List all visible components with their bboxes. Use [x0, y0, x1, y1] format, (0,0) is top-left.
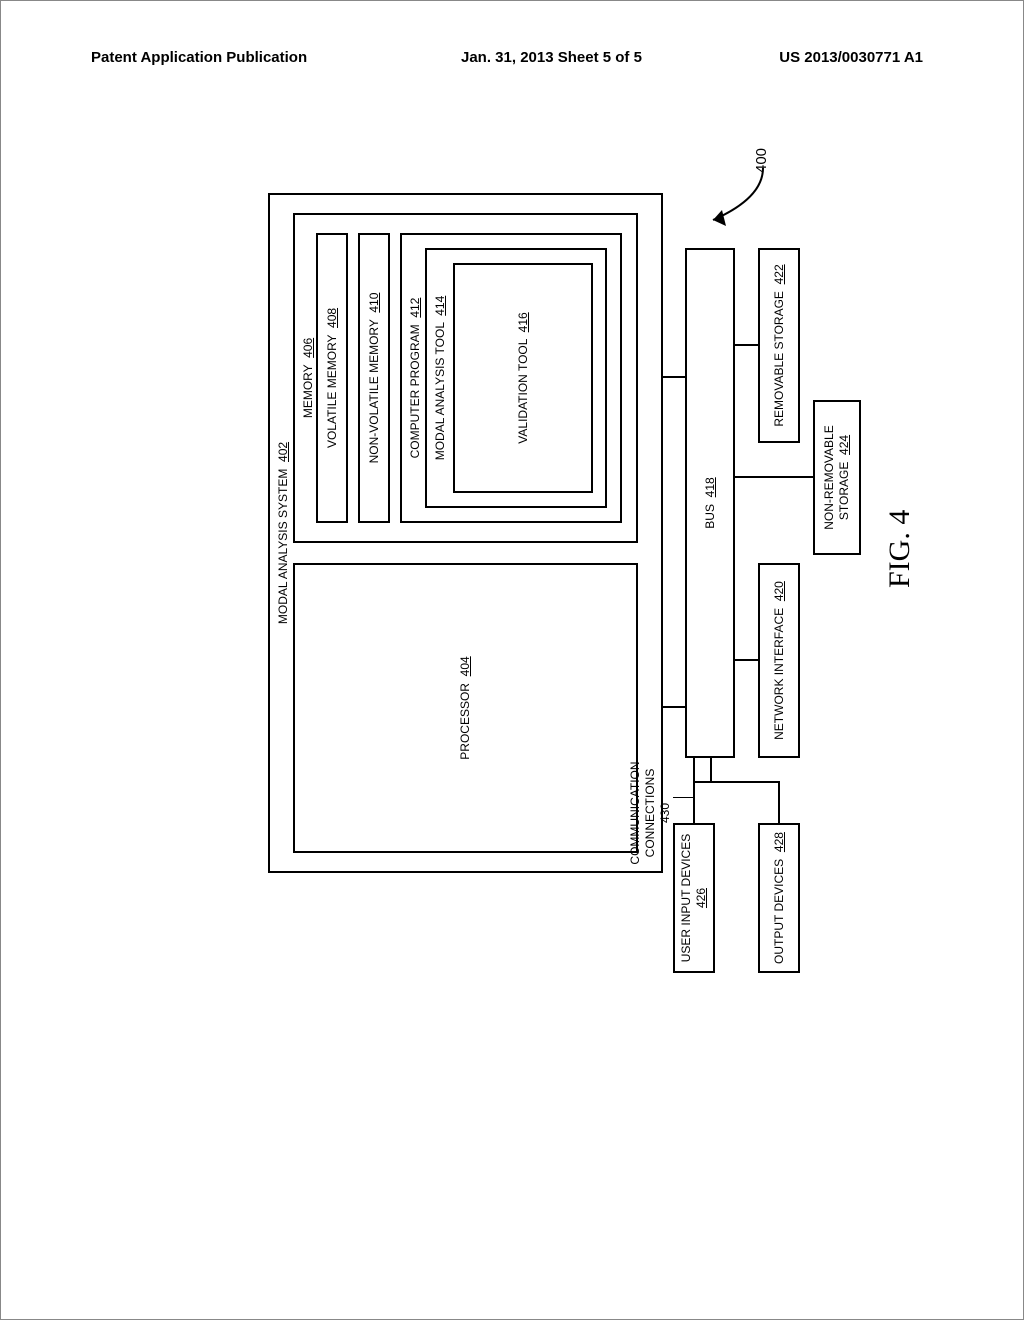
nonvolatile-ref: 410	[367, 293, 381, 313]
nonvolatile-label: NON-VOLATILE MEMORY 410	[367, 293, 382, 464]
nremstg-label: NON-REMOVABLE STORAGE 424	[822, 402, 852, 553]
modal-analysis-system-label: MODAL ANALYSIS SYSTEM 402	[276, 203, 290, 863]
figure-layer: MODAL ANALYSIS SYSTEM 402 PROCESSOR 404 …	[0, 149, 1024, 1173]
removable-storage-box: REMOVABLE STORAGE 422	[758, 248, 800, 443]
uid-ref: 426	[694, 888, 708, 908]
modal-analysis-tool-label: MODAL ANALYSIS TOOL 414	[433, 258, 447, 498]
page-header: Patent Application Publication Jan. 31, …	[1, 49, 1023, 79]
connector-vjoin	[693, 781, 780, 783]
odev-label: OUTPUT DEVICES 428	[772, 832, 787, 964]
odev-ref: 428	[772, 832, 786, 852]
bus-box: BUS 418	[685, 248, 735, 758]
header-center: Jan. 31, 2013 Sheet 5 of 5	[461, 49, 642, 66]
user-input-devices-box: USER INPUT DEVICES 426	[673, 823, 715, 973]
vtool-text: VALIDATION TOOL	[516, 339, 530, 444]
memory-label: MEMORY 406	[301, 223, 315, 533]
remstg-text: REMOVABLE STORAGE	[772, 291, 786, 427]
netif-text: NETWORK INTERFACE	[772, 608, 786, 740]
remstg-label: REMOVABLE STORAGE 422	[772, 264, 787, 426]
netif-label: NETWORK INTERFACE 420	[772, 581, 787, 740]
system-title-text: MODAL ANALYSIS SYSTEM	[276, 469, 290, 624]
processor-ref: 404	[458, 656, 472, 676]
bus-ref: 418	[703, 477, 717, 497]
uid-label: USER INPUT DEVICES 426	[679, 834, 709, 962]
uid-text: USER INPUT DEVICES	[679, 834, 693, 962]
mtool-text: MODAL ANALYSIS TOOL	[433, 322, 447, 460]
nonvolatile-text: NON-VOLATILE MEMORY	[367, 319, 381, 463]
comm-ref: 430	[658, 803, 672, 823]
bus-text: BUS	[703, 504, 717, 529]
odev-text: OUTPUT DEVICES	[772, 859, 786, 964]
memory-ref: 406	[301, 338, 315, 358]
communication-connections-label: COMMUNICATION CONNECTIONS 430	[628, 738, 673, 888]
header-left: Patent Application Publication	[91, 49, 307, 66]
remstg-ref: 422	[772, 264, 786, 284]
validation-label: VALIDATION TOOL 416	[516, 312, 531, 443]
header-right: US 2013/0030771 A1	[779, 49, 923, 66]
nonremovable-storage-box: NON-REMOVABLE STORAGE 424	[813, 400, 861, 555]
network-interface-box: NETWORK INTERFACE 420	[758, 563, 800, 758]
figure-label: FIG. 4	[883, 510, 917, 588]
program-ref: 412	[408, 298, 422, 318]
volatile-label: VOLATILE MEMORY 408	[325, 308, 340, 448]
netif-ref: 420	[772, 581, 786, 601]
nonvolatile-memory-box: NON-VOLATILE MEMORY 410	[358, 233, 390, 523]
comm-leader-line	[673, 797, 693, 798]
bus-connector-left	[663, 706, 685, 708]
processor-box: PROCESSOR 404	[293, 563, 638, 853]
connector-to-bus	[710, 758, 712, 783]
memory-text: MEMORY	[301, 365, 315, 419]
program-text: COMPUTER PROGRAM	[408, 324, 422, 458]
validation-tool-box: VALIDATION TOOL 416	[453, 263, 593, 493]
volatile-ref: 408	[325, 308, 339, 328]
computer-program-label: COMPUTER PROGRAM 412	[408, 243, 422, 513]
processor-label: PROCESSOR 404	[458, 656, 473, 759]
vtool-ref: 416	[516, 312, 530, 332]
mtool-ref: 414	[433, 296, 447, 316]
connector-remstg	[735, 344, 758, 346]
connector-uid	[693, 758, 695, 823]
processor-text: PROCESSOR	[458, 683, 472, 760]
output-devices-box: OUTPUT DEVICES 428	[758, 823, 800, 973]
volatile-text: VOLATILE MEMORY	[325, 335, 339, 448]
bus-connector-right	[663, 376, 685, 378]
connector-odev	[778, 783, 780, 823]
system-ref: 402	[276, 442, 290, 462]
nremstg-ref: 424	[837, 435, 851, 455]
connector-netif	[735, 659, 758, 661]
page-frame: Patent Application Publication Jan. 31, …	[0, 0, 1024, 1320]
comm-text: COMMUNICATION CONNECTIONS	[628, 761, 657, 864]
connector-nrem	[735, 476, 813, 478]
reference-arrow-icon	[698, 158, 778, 228]
bus-label: BUS 418	[703, 477, 718, 528]
volatile-memory-box: VOLATILE MEMORY 408	[316, 233, 348, 523]
